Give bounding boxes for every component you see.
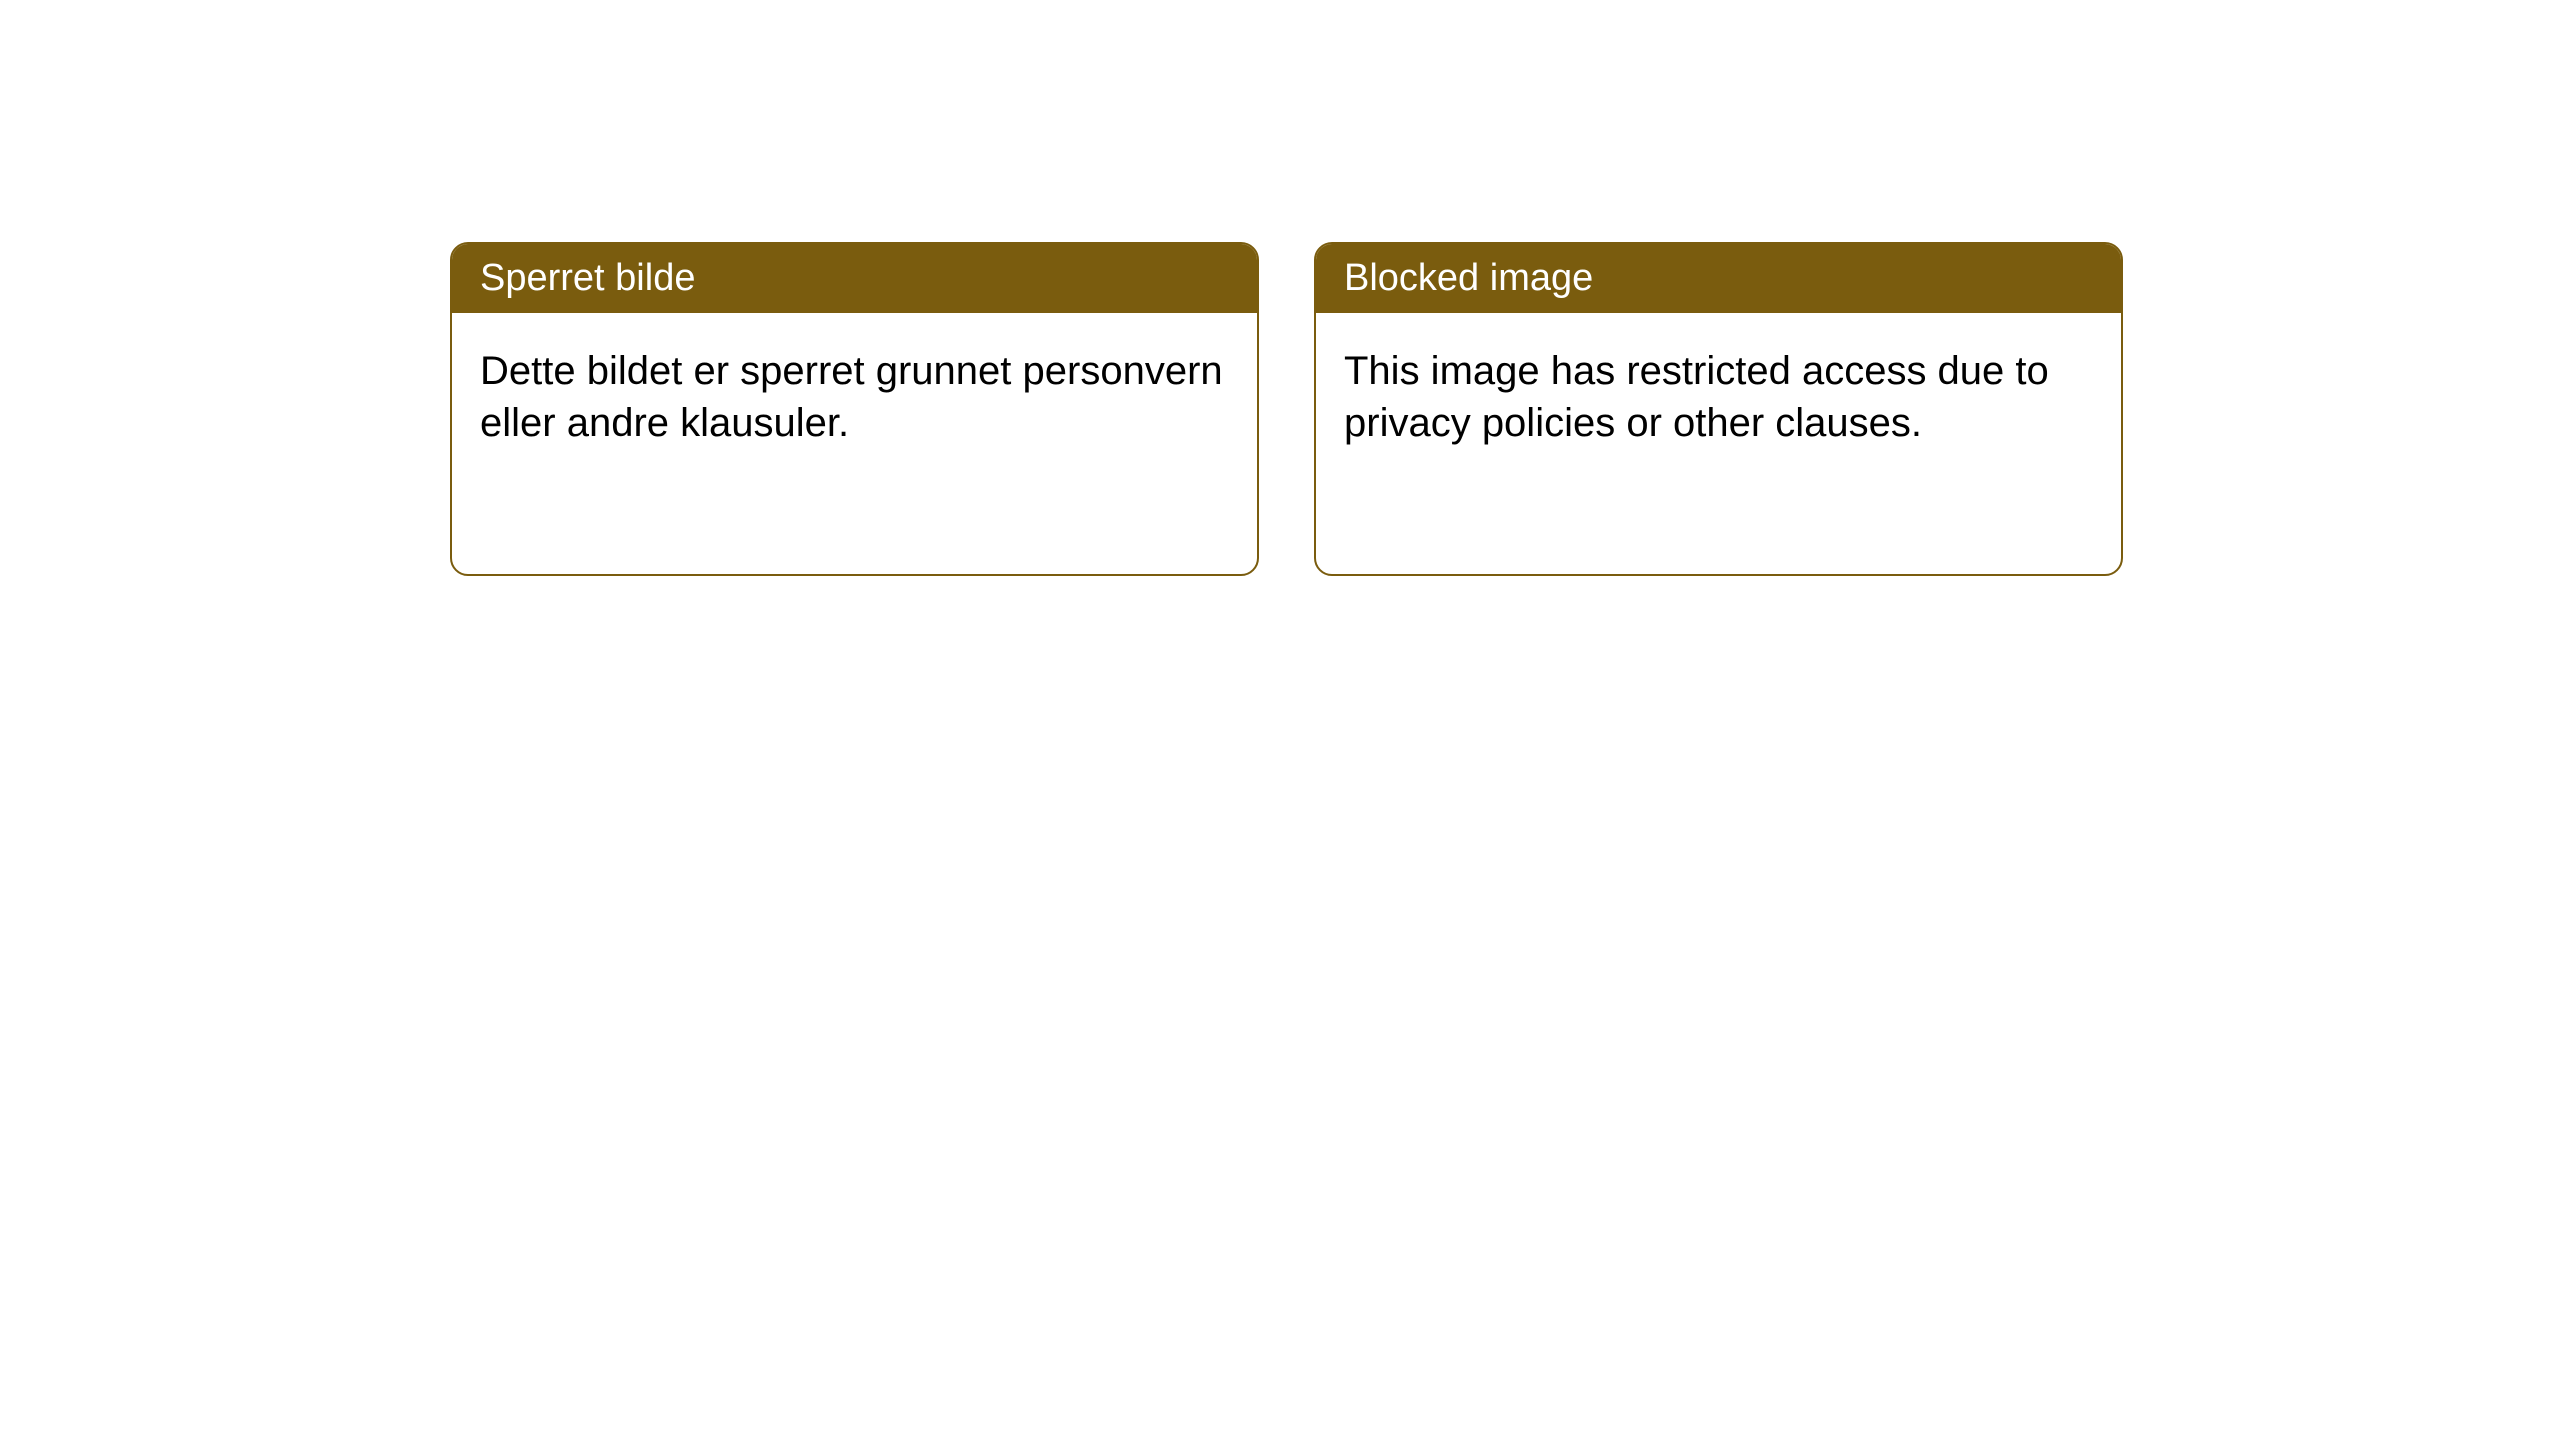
card-header-en: Blocked image	[1316, 244, 2121, 313]
card-body-en: This image has restricted access due to …	[1316, 313, 2121, 481]
card-title: Sperret bilde	[480, 257, 695, 299]
blocked-image-card-no: Sperret bilde Dette bildet er sperret gr…	[450, 242, 1259, 576]
card-body-no: Dette bildet er sperret grunnet personve…	[452, 313, 1257, 481]
cards-container: Sperret bilde Dette bildet er sperret gr…	[450, 242, 2123, 576]
card-text: Dette bildet er sperret grunnet personve…	[480, 349, 1223, 445]
card-text: This image has restricted access due to …	[1344, 349, 2049, 445]
card-header-no: Sperret bilde	[452, 244, 1257, 313]
card-title: Blocked image	[1344, 257, 1593, 299]
blocked-image-card-en: Blocked image This image has restricted …	[1314, 242, 2123, 576]
